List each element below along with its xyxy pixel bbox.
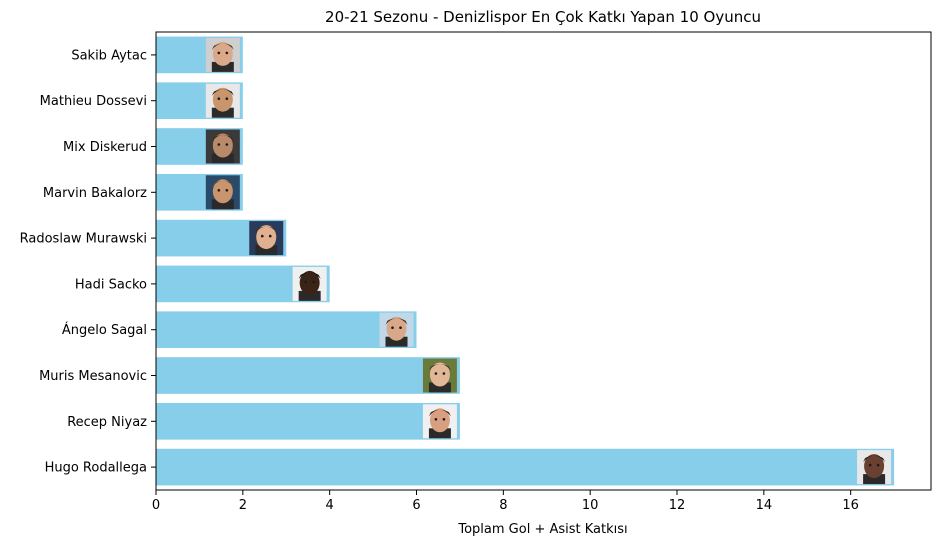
- y-tick-label: Hugo Rodallega: [45, 461, 147, 476]
- player-photo-eye: [876, 463, 880, 467]
- axes-layer: Sakib Aytac Mathieu Dossevi Mix Diskerud Ma…: [20, 31, 932, 513]
- y-tick-label: Ángelo Sagal: [62, 322, 147, 338]
- player-photo-shirt: [428, 428, 451, 439]
- player-photo-shirt: [385, 336, 408, 347]
- x-tick-label: 8: [499, 498, 507, 513]
- bar-6: [156, 311, 417, 349]
- bar-8: [156, 402, 460, 440]
- player-photo-face: [299, 270, 320, 295]
- y-tick-label: Hadi Sacko: [75, 277, 147, 292]
- player-photo-hair: [428, 409, 451, 417]
- player-photo-3: [205, 175, 240, 210]
- player-photo-8: [422, 404, 457, 439]
- player-photo-shirt: [211, 153, 234, 164]
- player-photo-shirt: [428, 382, 451, 393]
- player-photo-eye: [260, 234, 264, 238]
- x-tick-label: 14: [756, 498, 773, 513]
- chart-title: 20-21 Sezonu - Denizlispor En Çok Katkı …: [325, 8, 761, 26]
- player-photo-hair: [211, 89, 234, 96]
- y-tick-label: Marvin Bakalorz: [43, 186, 147, 201]
- player-photo-face: [429, 408, 450, 433]
- player-photo-eye: [268, 234, 272, 238]
- player-photo-eye: [434, 372, 438, 375]
- player-photo-shirt: [255, 245, 278, 256]
- player-photo-hair: [211, 43, 234, 50]
- player-photo-eye: [225, 189, 229, 192]
- y-tick-label: Recep Niyaz: [67, 415, 147, 430]
- player-photo-eye: [434, 418, 438, 421]
- player-photo-hair: [211, 135, 234, 142]
- player-photo-eye: [312, 280, 315, 284]
- player-photo-5: [292, 266, 327, 301]
- bar-7: [156, 357, 460, 394]
- player-photo-hair: [385, 318, 408, 325]
- y-tick-label: Sakib Aytac: [71, 48, 147, 63]
- player-photo-7: [422, 358, 457, 393]
- player-photo-eye: [217, 97, 221, 100]
- player-photo-face: [386, 316, 407, 341]
- player-photo-face: [212, 133, 233, 158]
- x-tick-label: 10: [582, 498, 599, 513]
- player-photo-eye: [399, 326, 402, 330]
- player-photo-eye: [225, 97, 229, 100]
- player-photo-hair: [211, 180, 234, 188]
- player-photo-shirt: [298, 290, 321, 301]
- player-photo-eye: [442, 372, 446, 375]
- player-photo-face: [212, 41, 233, 66]
- x-tick-label: 16: [842, 498, 859, 513]
- y-tick-label: Mix Diskerud: [63, 140, 147, 155]
- x-tick-label: 4: [326, 498, 334, 513]
- x-tick-label: 2: [239, 498, 247, 513]
- player-photo-face: [864, 454, 885, 479]
- bar-9: [156, 448, 895, 486]
- player-photo-eye: [391, 326, 394, 330]
- bars-layer: [156, 36, 895, 486]
- player-photo-face: [212, 87, 233, 112]
- player-images-layer: [205, 37, 892, 485]
- player-photo-shirt: [211, 107, 234, 118]
- player-photo-0: [205, 37, 240, 72]
- player-photo-eye: [868, 463, 872, 467]
- player-photo-2: [205, 129, 240, 164]
- player-photo-hair: [863, 455, 886, 463]
- player-photo-eye: [217, 189, 221, 192]
- player-photo-hair: [428, 364, 451, 371]
- x-tick-label: 6: [412, 498, 420, 513]
- player-photo-hair: [255, 226, 278, 234]
- player-photo-eye: [304, 280, 307, 284]
- player-photo-eye: [217, 143, 221, 146]
- player-photo-face: [256, 225, 277, 250]
- player-photo-face: [429, 362, 450, 387]
- y-tick-label: Radoslaw Murawski: [20, 232, 147, 247]
- x-tick-label: 0: [152, 498, 160, 513]
- player-photo-eye: [225, 51, 229, 55]
- player-photo-4: [249, 221, 284, 256]
- x-tick-label: 12: [669, 498, 686, 513]
- player-photo-face: [212, 179, 233, 204]
- player-photo-eye: [217, 51, 221, 55]
- player-photo-shirt: [211, 199, 234, 210]
- y-tick-label: Muris Mesanovic: [39, 369, 147, 384]
- player-photo-1: [205, 83, 240, 118]
- player-photo-hair: [298, 272, 321, 279]
- player-photo-9: [857, 450, 892, 485]
- player-photo-6: [379, 312, 414, 347]
- player-photo-eye: [225, 143, 229, 146]
- player-photo-eye: [442, 418, 446, 421]
- player-photo-shirt: [211, 61, 234, 72]
- plot-frame: [155, 31, 932, 491]
- y-tick-label: Mathieu Dossevi: [40, 94, 147, 109]
- x-axis-label: Toplam Gol + Asist Katkısı: [457, 522, 627, 537]
- player-photo-shirt: [863, 474, 886, 485]
